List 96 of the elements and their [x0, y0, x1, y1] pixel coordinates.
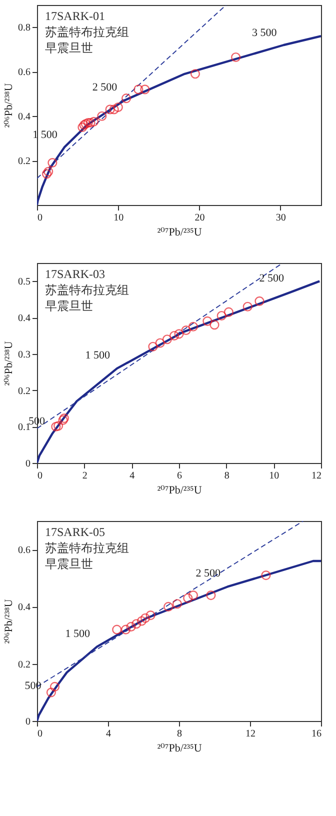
point: [169, 330, 180, 340]
point: [97, 111, 107, 121]
annotation: 2 500: [92, 82, 118, 94]
annotation: 苏盖特布拉克组: [45, 283, 129, 297]
x-tick-label: 0: [38, 728, 42, 740]
point: [42, 169, 52, 179]
annotation: 3 500: [252, 26, 278, 39]
point: [242, 302, 252, 312]
point: [140, 84, 150, 94]
annotation: 早震旦世: [45, 299, 93, 313]
point: [231, 52, 241, 62]
y-tick-label: 0.3: [18, 349, 30, 360]
point: [146, 610, 156, 620]
point: [51, 422, 61, 432]
annotation: 1 500: [65, 628, 91, 640]
point: [46, 688, 56, 698]
y-tick-label: 0.4: [18, 602, 30, 614]
point: [216, 310, 226, 320]
point: [113, 102, 123, 112]
y-tick-label: 0.4: [18, 112, 30, 123]
y-tick-label: 0.1: [18, 422, 30, 434]
point: [54, 421, 64, 431]
point: [121, 94, 132, 104]
point: [188, 590, 198, 600]
point: [105, 104, 115, 114]
point: [120, 624, 131, 634]
y-tick-label: 0.2: [18, 659, 30, 670]
point: [89, 116, 99, 126]
annotation: 17SARK-01: [45, 9, 106, 23]
point: [254, 296, 264, 306]
point: [132, 619, 142, 629]
point: [109, 104, 119, 114]
annotation: 17SARK-05: [45, 525, 106, 539]
point: [162, 334, 172, 344]
point: [126, 622, 136, 632]
x-tick-label: 4: [130, 470, 135, 482]
y-tick-label: 0.6: [18, 67, 30, 78]
x-tick-label: 4: [106, 728, 111, 740]
point: [83, 118, 93, 128]
y-tick-label: 0.2: [18, 386, 30, 397]
y-tick-label: 0.2: [18, 156, 30, 168]
point: [202, 316, 212, 326]
point: [155, 338, 165, 348]
point: [136, 616, 147, 626]
point: [261, 570, 271, 580]
y-tick-label: 0.4: [18, 313, 30, 324]
point: [50, 682, 60, 692]
annotation: 2 500: [196, 568, 221, 580]
y-axis-title: ²⁰⁶Pb/²³⁸U: [3, 599, 15, 644]
point: [134, 84, 144, 94]
y-axis-title: ²⁰⁶Pb/²³⁸U: [3, 341, 15, 386]
annotation: 2 500: [259, 272, 284, 285]
y-tick-label: 0: [26, 716, 30, 728]
x-tick-label: 16: [312, 728, 322, 740]
point: [86, 118, 96, 128]
point: [148, 342, 158, 352]
x-tick-label: 2: [82, 470, 88, 482]
x-tick-label: 12: [312, 470, 322, 482]
x-tick-label: 0: [38, 470, 42, 482]
point: [164, 602, 174, 612]
y-axis-title: ²⁰⁶Pb/²³⁸U: [3, 83, 15, 128]
point: [112, 624, 122, 634]
x-tick-label: 0: [38, 212, 42, 224]
x-tick-label: 10: [114, 212, 124, 224]
x-axis-title: ²⁰⁷Pb/²³⁵U: [157, 226, 202, 238]
x-tick-label: 12: [246, 728, 256, 740]
point: [181, 326, 191, 336]
y-tick-label: 0.5: [18, 276, 30, 288]
x-tick-label: 30: [276, 212, 286, 224]
x-tick-label: 8: [177, 728, 182, 740]
point: [183, 593, 193, 603]
x-tick-label: 6: [177, 470, 182, 482]
annotation: 苏盖特布拉克组: [45, 541, 129, 555]
point: [206, 590, 216, 600]
point: [174, 329, 184, 339]
x-tick-label: 10: [269, 470, 280, 482]
annotation: 1 500: [85, 350, 111, 362]
point: [48, 158, 58, 168]
point: [44, 166, 54, 176]
point: [224, 307, 234, 317]
annotation: 早震旦世: [45, 557, 93, 571]
annotation: 17SARK-03: [45, 267, 106, 281]
annotation: 早震旦世: [45, 41, 93, 55]
point: [188, 322, 198, 332]
point: [190, 69, 200, 79]
y-tick-label: 0: [26, 458, 30, 470]
point: [140, 613, 150, 623]
x-tick-label: 8: [224, 470, 230, 482]
y-tick-label: 0.8: [18, 22, 30, 34]
x-axis-title: ²⁰⁷Pb/²³⁵U: [157, 484, 202, 496]
x-tick-label: 20: [194, 212, 205, 224]
annotation: 苏盖特布拉克组: [45, 25, 129, 39]
point: [172, 599, 182, 609]
point: [210, 320, 220, 330]
x-axis-title: ²⁰⁷Pb/²³⁵U: [157, 742, 202, 754]
y-tick-label: 0.6: [18, 545, 30, 556]
